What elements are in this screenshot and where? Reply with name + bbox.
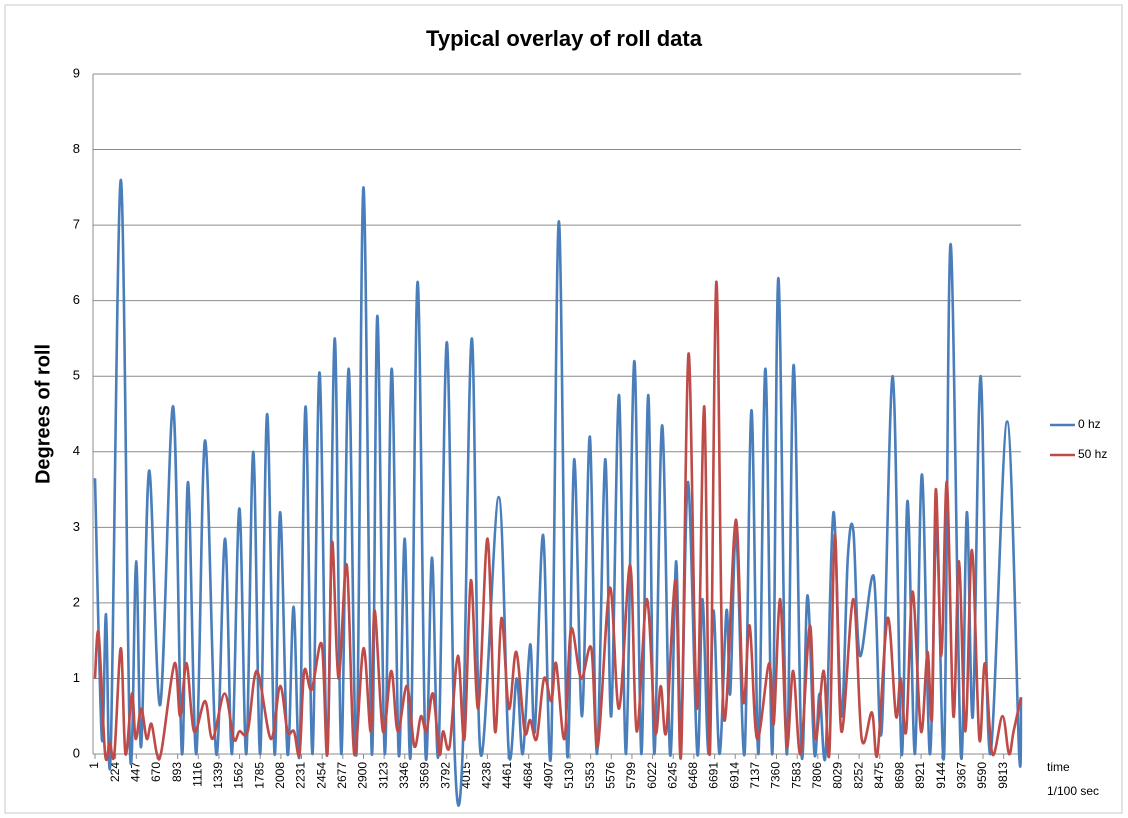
x-axis-label: time xyxy=(1047,760,1070,774)
x-tick-label: 5353 xyxy=(583,762,597,789)
y-tick-label: 2 xyxy=(73,594,80,609)
y-tick-label: 4 xyxy=(73,443,80,458)
x-tick-label: 5799 xyxy=(624,762,638,789)
x-tick-label: 2008 xyxy=(273,762,287,789)
x-tick-label: 4238 xyxy=(480,762,494,789)
x-tick-label: 8029 xyxy=(831,762,845,789)
x-tick-label: 8698 xyxy=(893,762,907,789)
x-tick-label: 1 xyxy=(87,762,101,769)
x-tick-label: 8252 xyxy=(851,762,865,789)
chart-title: Typical overlay of roll data xyxy=(426,26,703,51)
x-tick-label: 3346 xyxy=(397,762,411,789)
x-tick-label: 6245 xyxy=(665,762,679,789)
y-tick-label: 0 xyxy=(73,745,80,760)
legend-label: 50 hz xyxy=(1078,447,1107,461)
x-tick-label: 9367 xyxy=(955,762,969,789)
series-line xyxy=(93,178,1023,808)
y-axis-label: Degrees of roll xyxy=(32,344,54,484)
y-tick-label: 3 xyxy=(73,519,80,534)
x-tick-label: 9590 xyxy=(975,762,989,789)
x-tick-label: 9144 xyxy=(934,762,948,789)
x-tick-label: 8475 xyxy=(872,762,886,789)
y-tick-label: 9 xyxy=(73,65,80,80)
y-tick-label: 6 xyxy=(73,292,80,307)
x-tick-label: 3792 xyxy=(438,762,452,789)
x-tick-label: 6914 xyxy=(727,762,741,789)
x-tick-label: 7583 xyxy=(789,762,803,789)
y-tick-label: 7 xyxy=(73,217,80,232)
x-tick-label: 7360 xyxy=(769,762,783,789)
x-tick-label: 5130 xyxy=(562,762,576,789)
y-tick-label: 8 xyxy=(73,141,80,156)
x-axis-label: 1/100 sec xyxy=(1047,784,1099,798)
x-tick-label: 447 xyxy=(128,762,142,782)
x-tick-label: 3569 xyxy=(418,762,432,789)
x-tick-label: 1562 xyxy=(232,762,246,789)
x-tick-label: 893 xyxy=(170,762,184,782)
x-tick-label: 6022 xyxy=(645,762,659,789)
x-tick-label: 4907 xyxy=(542,762,556,789)
x-tick-label: 8921 xyxy=(913,762,927,789)
x-tick-label: 1339 xyxy=(211,762,225,789)
x-tick-label: 4684 xyxy=(521,762,535,789)
x-tick-label: 1785 xyxy=(252,762,266,789)
series-line xyxy=(93,280,1023,762)
x-tick-label: 5576 xyxy=(603,762,617,789)
x-tick-label: 2900 xyxy=(356,762,370,789)
legend-label: 0 hz xyxy=(1078,417,1101,431)
x-tick-label: 2231 xyxy=(294,762,308,789)
x-tick-label: 7806 xyxy=(810,762,824,789)
y-tick-label: 1 xyxy=(73,670,80,685)
x-tick-label: 2454 xyxy=(314,762,328,789)
x-tick-label: 6468 xyxy=(686,762,700,789)
x-tick-label: 4461 xyxy=(500,762,514,789)
x-tick-label: 2677 xyxy=(335,762,349,789)
x-tick-label: 670 xyxy=(149,762,163,782)
x-tick-label: 3123 xyxy=(376,762,390,789)
x-tick-label: 6691 xyxy=(707,762,721,789)
x-tick-label: 7137 xyxy=(748,762,762,789)
y-tick-label: 5 xyxy=(73,368,80,383)
x-tick-label: 1116 xyxy=(190,762,204,787)
x-tick-label: 9813 xyxy=(996,762,1010,789)
